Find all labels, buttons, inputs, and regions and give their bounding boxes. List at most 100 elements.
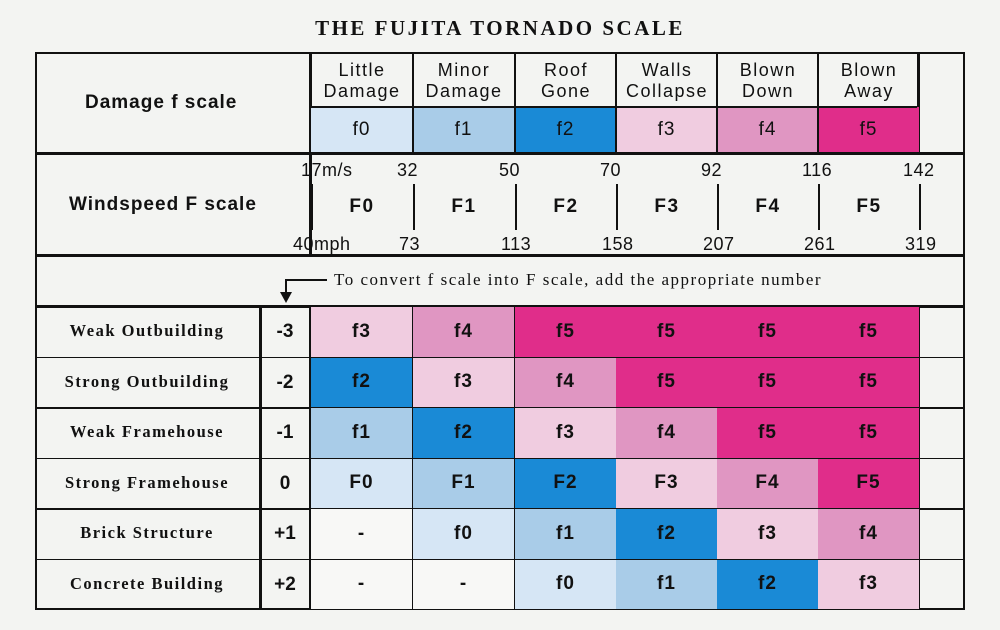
row-divider (37, 558, 963, 560)
damage-cell: f5 (717, 408, 819, 459)
damage-cell: F5 (818, 458, 920, 509)
windspeed-tick (616, 184, 618, 230)
windspeed-class: F1 (451, 196, 477, 217)
note-arrow-bar (285, 279, 327, 281)
structure-name: Strong Framehouse (64, 472, 230, 492)
damage-category-line1: Blown (739, 60, 797, 80)
adjustment-value: 0 (279, 472, 291, 494)
row-divider (37, 457, 963, 459)
column-divider (716, 54, 718, 152)
damage-cell: f4 (515, 357, 617, 408)
note-arrow-stem (285, 279, 287, 301)
damage-cell: f0 (515, 559, 617, 610)
windspeed-ms-value: 142 (903, 160, 935, 180)
damage-code-cell: f0 (311, 107, 413, 152)
windspeed-tick (717, 184, 719, 230)
damage-code-cell: f3 (616, 107, 718, 152)
windspeed-tick (818, 184, 820, 230)
windspeed-mph-value: 319 (905, 234, 937, 254)
damage-category-line2: Damage (323, 81, 401, 101)
windspeed-ms-value: 92 (701, 160, 723, 180)
damage-cell: - (311, 509, 413, 560)
windspeed-ms-value: 116 (802, 160, 833, 180)
windspeed-tick (919, 184, 921, 230)
damage-cell: f5 (616, 307, 718, 358)
damage-cell: f2 (616, 509, 718, 560)
damage-category-line2: Away (844, 81, 894, 101)
arrow-down-icon (280, 292, 292, 303)
damage-category-line1: Little (338, 60, 386, 80)
header-divider (311, 106, 917, 108)
damage-category-name: Roof Gone (515, 60, 617, 102)
windspeed-mph-value: 158 (602, 234, 634, 254)
damage-cell: f5 (616, 357, 718, 408)
damage-cell: - (413, 559, 515, 610)
column-divider (514, 54, 516, 152)
damage-cell: f2 (311, 357, 413, 408)
damage-cell: f2 (717, 559, 819, 610)
windspeed-mph-value: 113 (501, 234, 532, 254)
damage-cell: f5 (818, 357, 920, 408)
adjustment-value: +2 (274, 573, 296, 595)
damage-category-line2: Gone (540, 81, 592, 101)
column-divider (309, 54, 312, 152)
damage-cell: F0 (311, 458, 413, 509)
structure-name: Brick Structure (80, 523, 214, 542)
windspeed-class: F0 (349, 196, 375, 217)
adjustment-value: -3 (276, 321, 294, 342)
damage-cell: f1 (515, 509, 617, 560)
damage-category-name: Blown Down (717, 60, 819, 102)
damage-cell: f4 (818, 509, 920, 560)
windspeed-class: F5 (856, 196, 882, 217)
windspeed-class: F4 (755, 196, 781, 217)
column-divider (817, 54, 819, 152)
damage-cell: f3 (515, 408, 617, 459)
windspeed-scale-label: Windspeed F scale (69, 194, 257, 215)
windspeed-mph-value: 40mph (293, 234, 351, 254)
damage-cell: f5 (515, 307, 617, 358)
adjustment-value: -2 (276, 371, 294, 393)
windspeed-ms-value: 50 (499, 160, 521, 180)
section-divider (37, 254, 963, 257)
damage-category-line2: Down (741, 81, 795, 101)
windspeed-tick (515, 184, 517, 230)
damage-cell: F2 (515, 458, 617, 509)
column-divider (309, 152, 312, 254)
damage-cell: f4 (413, 307, 515, 358)
damage-cell: f5 (717, 357, 819, 408)
adjustment-value: -1 (276, 422, 294, 443)
section-divider (37, 152, 963, 155)
damage-code-cell: f1 (413, 107, 515, 152)
damage-cell: F4 (717, 458, 819, 509)
damage-cell: f5 (818, 307, 920, 358)
damage-category-name: Blown Away (818, 60, 920, 102)
column-divider (615, 54, 617, 152)
damage-category-line2: Damage (425, 81, 503, 101)
damage-cell: f4 (616, 408, 718, 459)
adjustment-value: +1 (274, 523, 296, 544)
windspeed-ms-value: 32 (397, 160, 419, 180)
damage-cell: - (311, 559, 413, 610)
damage-cell: f3 (717, 509, 819, 560)
damage-cell: f5 (717, 307, 819, 358)
damage-category-name: Little Damage (311, 60, 413, 102)
windspeed-tick (413, 184, 415, 230)
damage-code-cell: f4 (717, 107, 819, 152)
windspeed-ms-value: 17m/s (301, 160, 353, 180)
damage-scale-label: Damage f scale (85, 92, 238, 113)
damage-cell: F3 (616, 458, 718, 509)
damage-category-name: Minor Damage (413, 60, 515, 102)
damage-cell: f3 (311, 307, 413, 358)
damage-category-line1: Roof (543, 60, 589, 80)
damage-category-line1: Walls (641, 60, 693, 80)
damage-cell: F1 (413, 458, 515, 509)
damage-cell: f3 (413, 357, 515, 408)
damage-cell: f3 (818, 559, 920, 610)
windspeed-class: F2 (553, 196, 579, 217)
damage-cell: f1 (311, 408, 413, 459)
damage-category-line2: Collapse (625, 81, 709, 101)
column-divider (412, 54, 414, 152)
row-divider (37, 356, 963, 358)
structure-name: Weak Outbuilding (69, 321, 225, 340)
windspeed-mph-value: 261 (804, 234, 836, 254)
